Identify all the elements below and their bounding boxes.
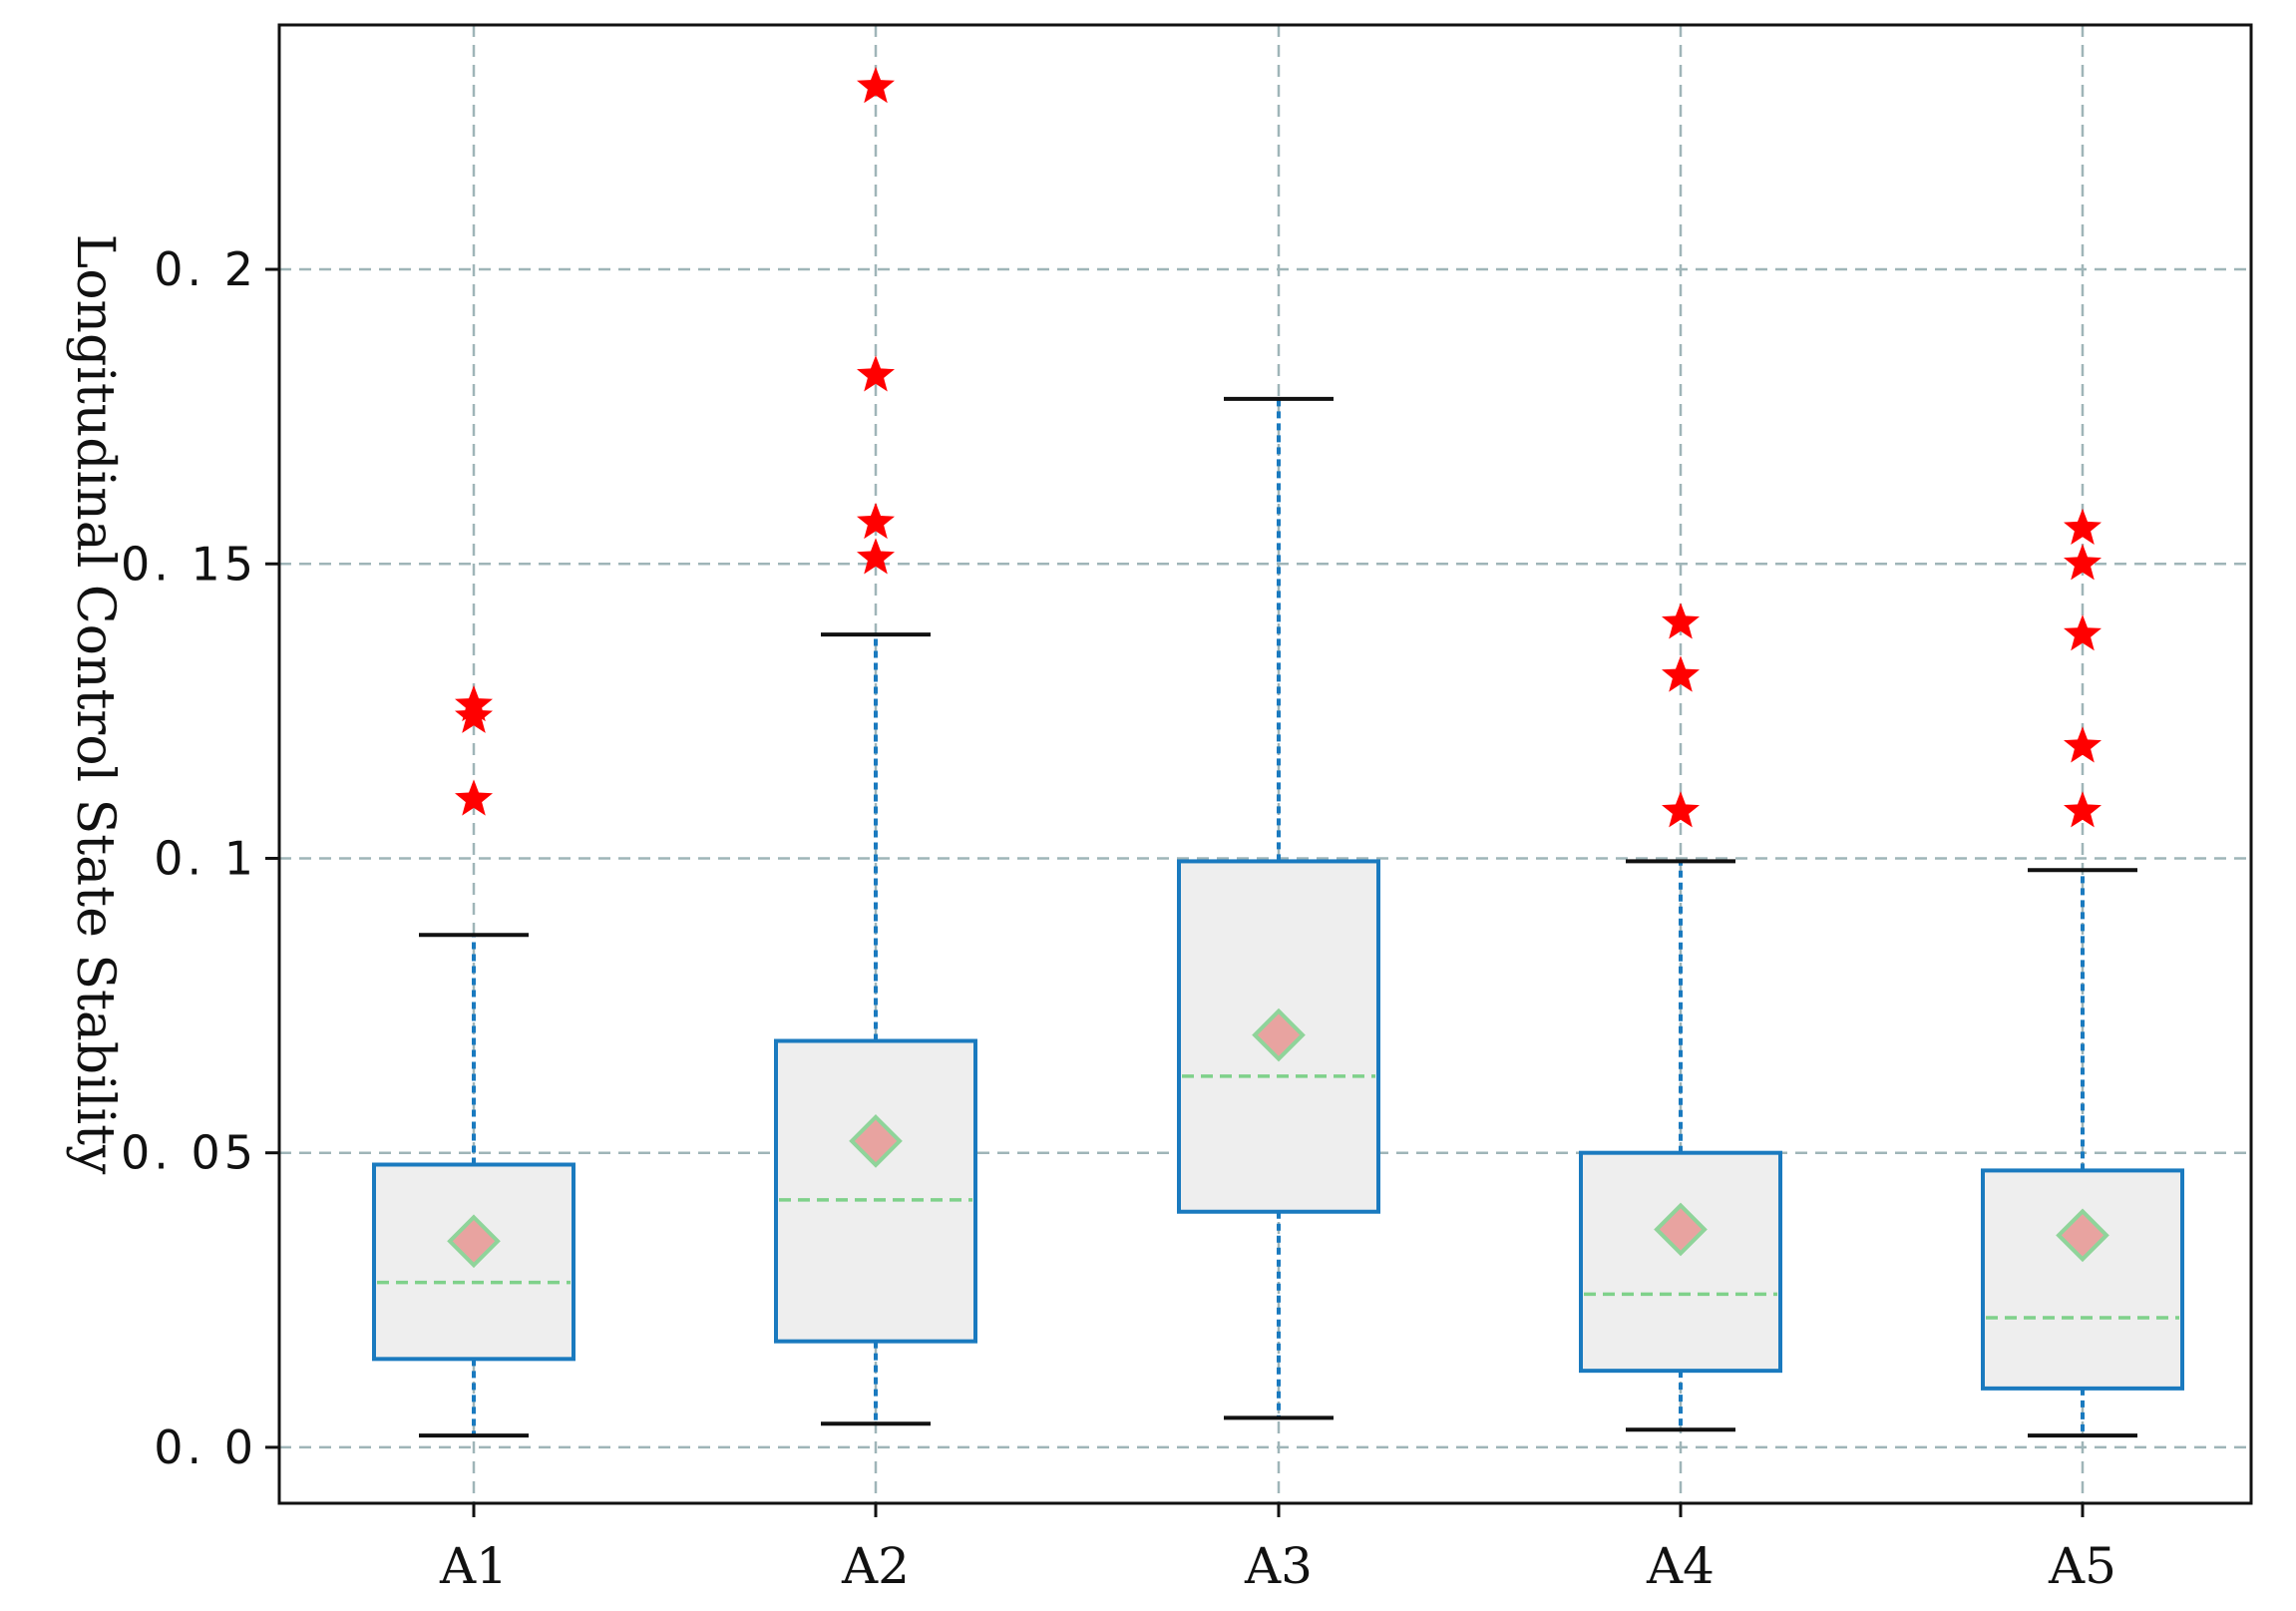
box-group-a2 bbox=[774, 67, 977, 1426]
mean-marker bbox=[849, 1114, 903, 1168]
outlier-marker bbox=[2064, 614, 2102, 651]
x-tick-label: A4 bbox=[1646, 1537, 1715, 1595]
mean-marker bbox=[2056, 1208, 2109, 1263]
y-tick-label: 0. 1 bbox=[154, 831, 257, 885]
x-tick-label: A5 bbox=[2048, 1537, 2116, 1595]
mean-marker bbox=[447, 1214, 501, 1269]
outlier-marker bbox=[2064, 508, 2102, 545]
box-group-a5 bbox=[1981, 508, 2184, 1438]
boxes bbox=[372, 67, 2184, 1438]
box-group-a4 bbox=[1579, 603, 1782, 1432]
outlier-marker bbox=[2064, 726, 2102, 763]
box-group-a3 bbox=[1177, 396, 1380, 1420]
outlier-marker bbox=[857, 67, 895, 104]
outlier-marker bbox=[1662, 603, 1700, 639]
y-tick-label: 0. 05 bbox=[121, 1126, 257, 1180]
x-tick-labels: A1 A2 A3 A4 A5 bbox=[439, 1503, 2116, 1595]
mean-marker bbox=[1654, 1202, 1708, 1257]
outlier-marker bbox=[1662, 791, 1700, 828]
y-tick-labels: 0. 0 0. 05 0. 1 0. 15 0. 2 bbox=[121, 242, 279, 1474]
outlier-marker bbox=[2064, 791, 2102, 828]
mean-marker bbox=[1252, 1007, 1306, 1062]
box-iqr bbox=[1981, 1168, 2184, 1391]
x-tick-label: A2 bbox=[841, 1537, 910, 1595]
y-tick-label: 0. 15 bbox=[121, 537, 257, 591]
outlier-marker bbox=[1662, 655, 1700, 692]
plot-frame bbox=[277, 23, 2253, 1505]
outlier-marker bbox=[857, 355, 895, 392]
x-tick-label: A3 bbox=[1244, 1537, 1313, 1595]
x-tick-label: A1 bbox=[439, 1537, 508, 1595]
outlier-marker bbox=[455, 779, 493, 816]
outlier-marker bbox=[857, 538, 895, 575]
y-tick-label: 0. 2 bbox=[154, 242, 257, 296]
outlier-marker bbox=[455, 685, 493, 722]
axes bbox=[277, 23, 2253, 1505]
outlier-marker bbox=[2064, 544, 2102, 581]
box-group-a1 bbox=[372, 685, 575, 1438]
y-tick-label: 0. 0 bbox=[154, 1420, 257, 1474]
outlier-marker bbox=[857, 502, 895, 540]
box-iqr bbox=[774, 1038, 977, 1344]
outlier-marker bbox=[455, 696, 493, 733]
y-axis-label: Longitudinal Control State Stability bbox=[65, 234, 125, 1175]
box-iqr bbox=[1579, 1150, 1782, 1374]
